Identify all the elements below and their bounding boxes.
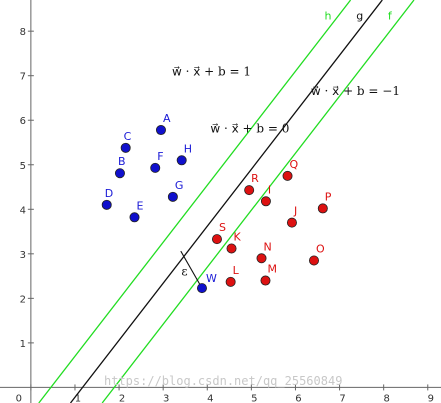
line-g bbox=[69, 0, 383, 403]
point-W bbox=[196, 283, 207, 294]
point-N bbox=[256, 253, 267, 264]
line-label-h: h bbox=[325, 10, 332, 23]
point-D bbox=[101, 199, 112, 210]
point-label-C: C bbox=[124, 130, 132, 143]
point-label-M: M bbox=[267, 263, 277, 276]
y-tick-label: 4 bbox=[20, 205, 26, 216]
point-label-W: W bbox=[206, 272, 217, 285]
point-label-G: G bbox=[175, 179, 184, 192]
point-label-B: B bbox=[118, 155, 126, 168]
point-C bbox=[120, 142, 131, 153]
point-label-F: F bbox=[157, 150, 163, 163]
line-h bbox=[38, 0, 352, 403]
y-tick-label: 2 bbox=[20, 294, 26, 305]
x-tick-label: 1 bbox=[75, 393, 81, 403]
x-tick-label: 6 bbox=[295, 393, 301, 403]
point-M bbox=[260, 275, 271, 286]
y-tick-label: 8 bbox=[20, 27, 26, 38]
point-label-P: P bbox=[325, 190, 332, 203]
point-E bbox=[129, 212, 140, 223]
epsilon-label: ε bbox=[181, 265, 187, 279]
x-tick-label: 7 bbox=[339, 393, 345, 403]
y-tick-label: 5 bbox=[20, 161, 26, 172]
x-tick-label: 8 bbox=[383, 393, 389, 403]
point-J bbox=[286, 217, 297, 228]
point-label-R: R bbox=[251, 172, 259, 185]
point-label-L: L bbox=[233, 264, 240, 277]
point-L bbox=[225, 276, 236, 287]
point-label-A: A bbox=[163, 112, 171, 125]
point-G bbox=[167, 191, 178, 202]
point-label-H: H bbox=[184, 142, 192, 155]
point-R bbox=[244, 185, 255, 196]
x-tick-label: 4 bbox=[207, 393, 213, 403]
equation-label: w⃗ · x⃗ + b = −1 bbox=[311, 84, 400, 98]
watermark-layer: https://blog.csdn.net/qq_25560849 bbox=[104, 374, 342, 388]
point-label-D: D bbox=[105, 187, 113, 200]
point-F bbox=[150, 162, 161, 173]
point-label-E: E bbox=[137, 199, 144, 212]
point-P bbox=[317, 203, 328, 214]
data-points: A CB D E F H G W RI Q P J SK N O L M bbox=[101, 112, 332, 294]
y-tick-label: 7 bbox=[20, 72, 26, 83]
point-label-I: I bbox=[268, 183, 271, 196]
point-H bbox=[176, 155, 187, 166]
point-I bbox=[260, 196, 271, 207]
point-Q bbox=[282, 170, 293, 181]
point-A bbox=[155, 125, 166, 136]
watermark: https://blog.csdn.net/qq_25560849 bbox=[104, 374, 342, 388]
point-O bbox=[308, 255, 319, 266]
point-label-S: S bbox=[219, 221, 226, 234]
point-S bbox=[211, 234, 222, 245]
point-K bbox=[226, 243, 237, 254]
margin-layer: ε bbox=[180, 250, 203, 289]
point-label-J: J bbox=[293, 205, 297, 218]
point-label-K: K bbox=[234, 230, 242, 243]
y-tick-label: 1 bbox=[20, 339, 26, 350]
x-tick-label: 0 bbox=[16, 393, 22, 403]
y-tick-label: 3 bbox=[20, 250, 26, 261]
x-tick-label: 5 bbox=[251, 393, 257, 403]
line-f bbox=[101, 0, 415, 403]
margin-segment bbox=[180, 250, 203, 289]
point-label-O: O bbox=[316, 243, 325, 256]
line-label-f: f bbox=[388, 10, 393, 23]
point-label-Q: Q bbox=[290, 158, 299, 171]
line-label-g: g bbox=[356, 10, 363, 23]
equation-label: w⃗ · x⃗ + b = 1 bbox=[172, 65, 251, 79]
point-label-N: N bbox=[264, 240, 272, 253]
equation-labels: w⃗ · x⃗ + b = 1 w⃗ · x⃗ + b = 0 w⃗ · x⃗ + … bbox=[172, 65, 400, 136]
x-tick-label: 9 bbox=[428, 393, 434, 403]
y-tick-label: 6 bbox=[20, 116, 26, 127]
x-tick-label: 2 bbox=[119, 393, 125, 403]
x-tick-label: 3 bbox=[163, 393, 169, 403]
equation-label: w⃗ · x⃗ + b = 0 bbox=[210, 122, 289, 136]
point-B bbox=[114, 168, 125, 179]
